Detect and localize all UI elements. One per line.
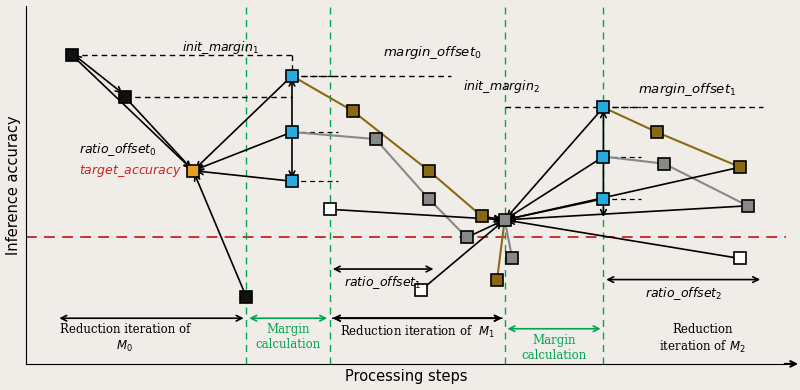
Text: Reduction
iteration of $M_2$: Reduction iteration of $M_2$: [659, 323, 746, 355]
Text: $init\_margin_1$: $init\_margin_1$: [182, 39, 259, 56]
Text: $margin\_offset_0$: $margin\_offset_0$: [383, 44, 482, 62]
Text: $ratio\_offset_0$: $ratio\_offset_0$: [79, 141, 157, 158]
Text: Reduction iteration of  $M_1$: Reduction iteration of $M_1$: [340, 323, 494, 340]
Text: $ratio\_offset_2$: $ratio\_offset_2$: [645, 285, 722, 302]
Y-axis label: Inference accuracy: Inference accuracy: [6, 115, 21, 255]
X-axis label: Processing steps: Processing steps: [345, 369, 467, 385]
Text: $ratio\_offset_1$: $ratio\_offset_1$: [345, 274, 422, 291]
Text: $margin\_offset_1$: $margin\_offset_1$: [638, 82, 736, 98]
Text: $init\_margin_2$: $init\_margin_2$: [463, 78, 540, 95]
Text: Margin
calculation: Margin calculation: [522, 334, 586, 362]
Text: $target\_accuracy$: $target\_accuracy$: [79, 163, 182, 179]
Text: Reduction iteration of
$M_0$: Reduction iteration of $M_0$: [60, 323, 190, 354]
Text: Margin
calculation: Margin calculation: [255, 323, 321, 351]
